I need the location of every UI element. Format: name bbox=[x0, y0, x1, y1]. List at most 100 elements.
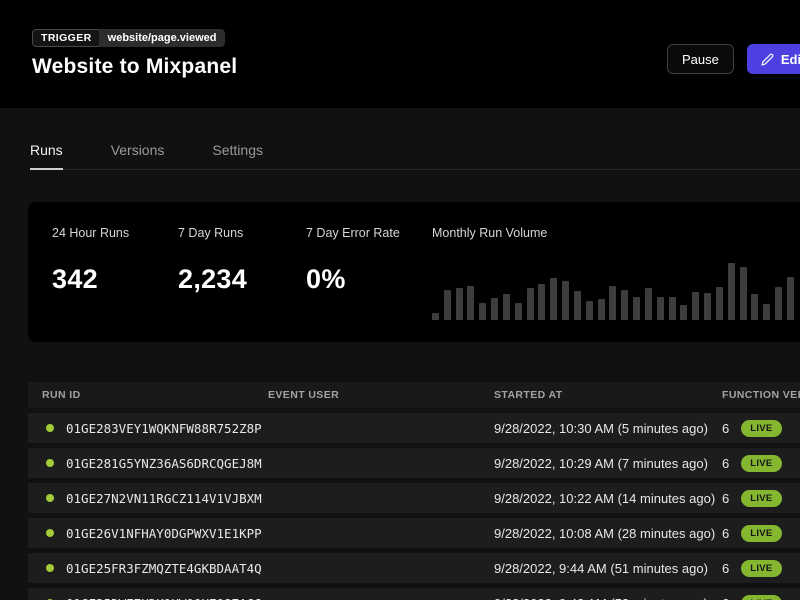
run-table-row[interactable]: 01GE281G5YNZ36AS6DRCQGEJ8M 9/28/2022, 10… bbox=[28, 448, 800, 478]
chart-bar bbox=[526, 288, 534, 320]
started-at-cell: 9/28/2022, 9:44 AM (51 minutes ago) bbox=[494, 560, 708, 576]
chart-bar bbox=[763, 304, 771, 320]
started-at-cell: 9/28/2022, 10:22 AM (14 minutes ago) bbox=[494, 490, 716, 506]
chart-bar bbox=[656, 297, 664, 320]
edit-function-label: Edit function bbox=[780, 51, 800, 67]
chart-bar bbox=[692, 292, 700, 320]
run-id-text: 01GE283VEY1WQKNFW88R752Z8P bbox=[66, 420, 262, 436]
chart-bar bbox=[704, 293, 712, 320]
run-id-cell: 01GE25FR3FZMQZTE4GKBDAAT4Q bbox=[28, 561, 268, 576]
stats-card: 24 Hour Runs 342 7 Day Runs 2,234 7 Day … bbox=[28, 202, 800, 342]
chart-bar bbox=[715, 286, 723, 320]
column-header: EVENT USER bbox=[268, 389, 340, 401]
run-table-row[interactable]: 01GE26V1NFHAY0DGPWXV1E1KPP 9/28/2022, 10… bbox=[28, 518, 800, 548]
run-id-cell: 01GE25DWE7XDK1XW00XE087A66 bbox=[28, 596, 268, 600]
live-status-badge: LIVE bbox=[741, 594, 782, 600]
chart-bar bbox=[432, 313, 439, 320]
chart-bar bbox=[621, 289, 629, 320]
stat-label: 7 Day Runs bbox=[178, 226, 244, 240]
function-version-cell: 6 LIVE bbox=[722, 419, 800, 437]
trigger-badge-group: TRIGGER website/page.viewed bbox=[32, 29, 226, 47]
monthly-run-volume-chart: Monthly Run Volume bbox=[432, 226, 796, 320]
chart-bar bbox=[585, 301, 593, 320]
run-table-row[interactable]: 01GE25FR3FZMQZTE4GKBDAAT4Q 9/28/2022, 9:… bbox=[28, 553, 800, 583]
version-number: 6 bbox=[722, 596, 729, 600]
run-id-text: 01GE26V1NFHAY0DGPWXV1E1KPP bbox=[66, 525, 262, 541]
stat-block: 24 Hour Runs 342 bbox=[52, 226, 178, 320]
stat-block: 7 Day Runs 2,234 bbox=[178, 226, 306, 320]
stat-value: 342 bbox=[52, 264, 98, 294]
run-status-dot-icon bbox=[46, 529, 54, 537]
run-id-cell: 01GE283VEY1WQKNFW88R752Z8P bbox=[28, 421, 268, 436]
function-version-cell: 6 LIVE bbox=[722, 524, 800, 542]
function-version-cell: 6 LIVE bbox=[722, 594, 800, 600]
run-id-text: 01GE281G5YNZ36AS6DRCQGEJ8M bbox=[66, 455, 262, 471]
run-table-row[interactable]: 01GE25DWE7XDK1XW00XE087A66 9/28/2022, 9:… bbox=[28, 588, 800, 600]
chart-bar bbox=[668, 297, 676, 320]
function-version-cell: 6 LIVE bbox=[722, 559, 800, 577]
stat-value: 0% bbox=[306, 264, 346, 294]
main-content: Runs Versions Settings 24 Hour Runs 342 7 … bbox=[0, 108, 800, 600]
edit-pencil-icon bbox=[761, 53, 774, 66]
live-status-badge: LIVE bbox=[741, 454, 782, 472]
trigger-event-badge: website/page.viewed bbox=[98, 29, 226, 47]
live-status-badge: LIVE bbox=[741, 419, 782, 437]
chart-bar bbox=[443, 289, 451, 320]
run-id-text: 01GE27N2VN11RGCZ114V1VJBXM bbox=[66, 490, 262, 506]
chart-bar bbox=[597, 298, 605, 320]
tab-runs[interactable]: Runs bbox=[30, 142, 63, 170]
version-number: 6 bbox=[722, 455, 730, 471]
stat-blocks: 24 Hour Runs 342 7 Day Runs 2,234 7 Day … bbox=[52, 226, 432, 320]
tab-settings[interactable]: Settings bbox=[212, 142, 263, 158]
column-header: RUN ID bbox=[42, 389, 81, 401]
function-version-cell: 6 LIVE bbox=[722, 489, 800, 507]
run-table-row[interactable]: 01GE283VEY1WQKNFW88R752Z8P 9/28/2022, 10… bbox=[28, 413, 800, 443]
chart-bar bbox=[633, 297, 641, 320]
started-at-cell: 9/28/2022, 10:08 AM (28 minutes ago) bbox=[494, 525, 716, 541]
function-version-cell: 6 LIVE bbox=[722, 454, 800, 472]
chart-bar bbox=[775, 286, 783, 320]
chart-bar bbox=[644, 288, 652, 320]
column-header: STARTED AT bbox=[494, 389, 563, 401]
stat-label: 7 Day Error Rate bbox=[306, 226, 400, 240]
run-id-cell: 01GE26V1NFHAY0DGPWXV1E1KPP bbox=[28, 526, 268, 541]
chart-bar bbox=[751, 293, 759, 320]
chart-bar bbox=[467, 285, 475, 320]
live-status-badge: LIVE bbox=[741, 559, 782, 577]
chart-title: Monthly Run Volume bbox=[432, 226, 548, 240]
run-status-dot-icon bbox=[46, 564, 54, 572]
stat-block: 7 Day Error Rate 0% bbox=[306, 226, 432, 320]
started-at-cell: 9/28/2022, 9:43 AM (52 minutes ago) bbox=[494, 596, 722, 600]
run-id-cell: 01GE281G5YNZ36AS6DRCQGEJ8M bbox=[28, 456, 268, 471]
started-at-cell: 9/28/2022, 10:29 AM (7 minutes ago) bbox=[494, 455, 708, 471]
run-id-text: 01GE25DWE7XDK1XW00XE087A66 bbox=[66, 596, 262, 600]
chart-bar bbox=[727, 263, 735, 320]
chart-bar bbox=[609, 285, 617, 320]
chart-bar bbox=[502, 293, 510, 320]
chart-bar bbox=[538, 284, 546, 320]
live-status-badge: LIVE bbox=[741, 524, 782, 542]
run-status-dot-icon bbox=[46, 459, 54, 467]
run-id-cell: 01GE27N2VN11RGCZ114V1VJBXM bbox=[28, 491, 268, 506]
header-actions: Pause Edit function bbox=[667, 44, 800, 74]
edit-function-button[interactable]: Edit function bbox=[746, 44, 800, 74]
started-at-cell: 9/28/2022, 10:30 AM (5 minutes ago) bbox=[494, 420, 708, 436]
tab-bar: Runs Versions Settings bbox=[30, 142, 800, 170]
pause-button[interactable]: Pause bbox=[667, 44, 734, 74]
trigger-type-badge: TRIGGER bbox=[32, 29, 101, 47]
page-title: Website to Mixpanel bbox=[32, 55, 238, 78]
run-table-row[interactable]: 01GE27N2VN11RGCZ114V1VJBXM 9/28/2022, 10… bbox=[28, 483, 800, 513]
chart-bar bbox=[573, 290, 581, 320]
version-number: 6 bbox=[722, 560, 730, 576]
page-header: TRIGGER website/page.viewed Website to M… bbox=[0, 0, 800, 108]
live-status-badge: LIVE bbox=[741, 489, 782, 507]
stat-value: 2,234 bbox=[178, 264, 248, 294]
tab-versions[interactable]: Versions bbox=[110, 142, 165, 158]
chart-bars bbox=[432, 263, 796, 320]
stat-label: 24 Hour Runs bbox=[52, 226, 130, 240]
chart-bar bbox=[455, 288, 463, 320]
version-number: 6 bbox=[722, 490, 730, 506]
chart-bar bbox=[739, 267, 747, 320]
chart-bar bbox=[680, 305, 688, 320]
